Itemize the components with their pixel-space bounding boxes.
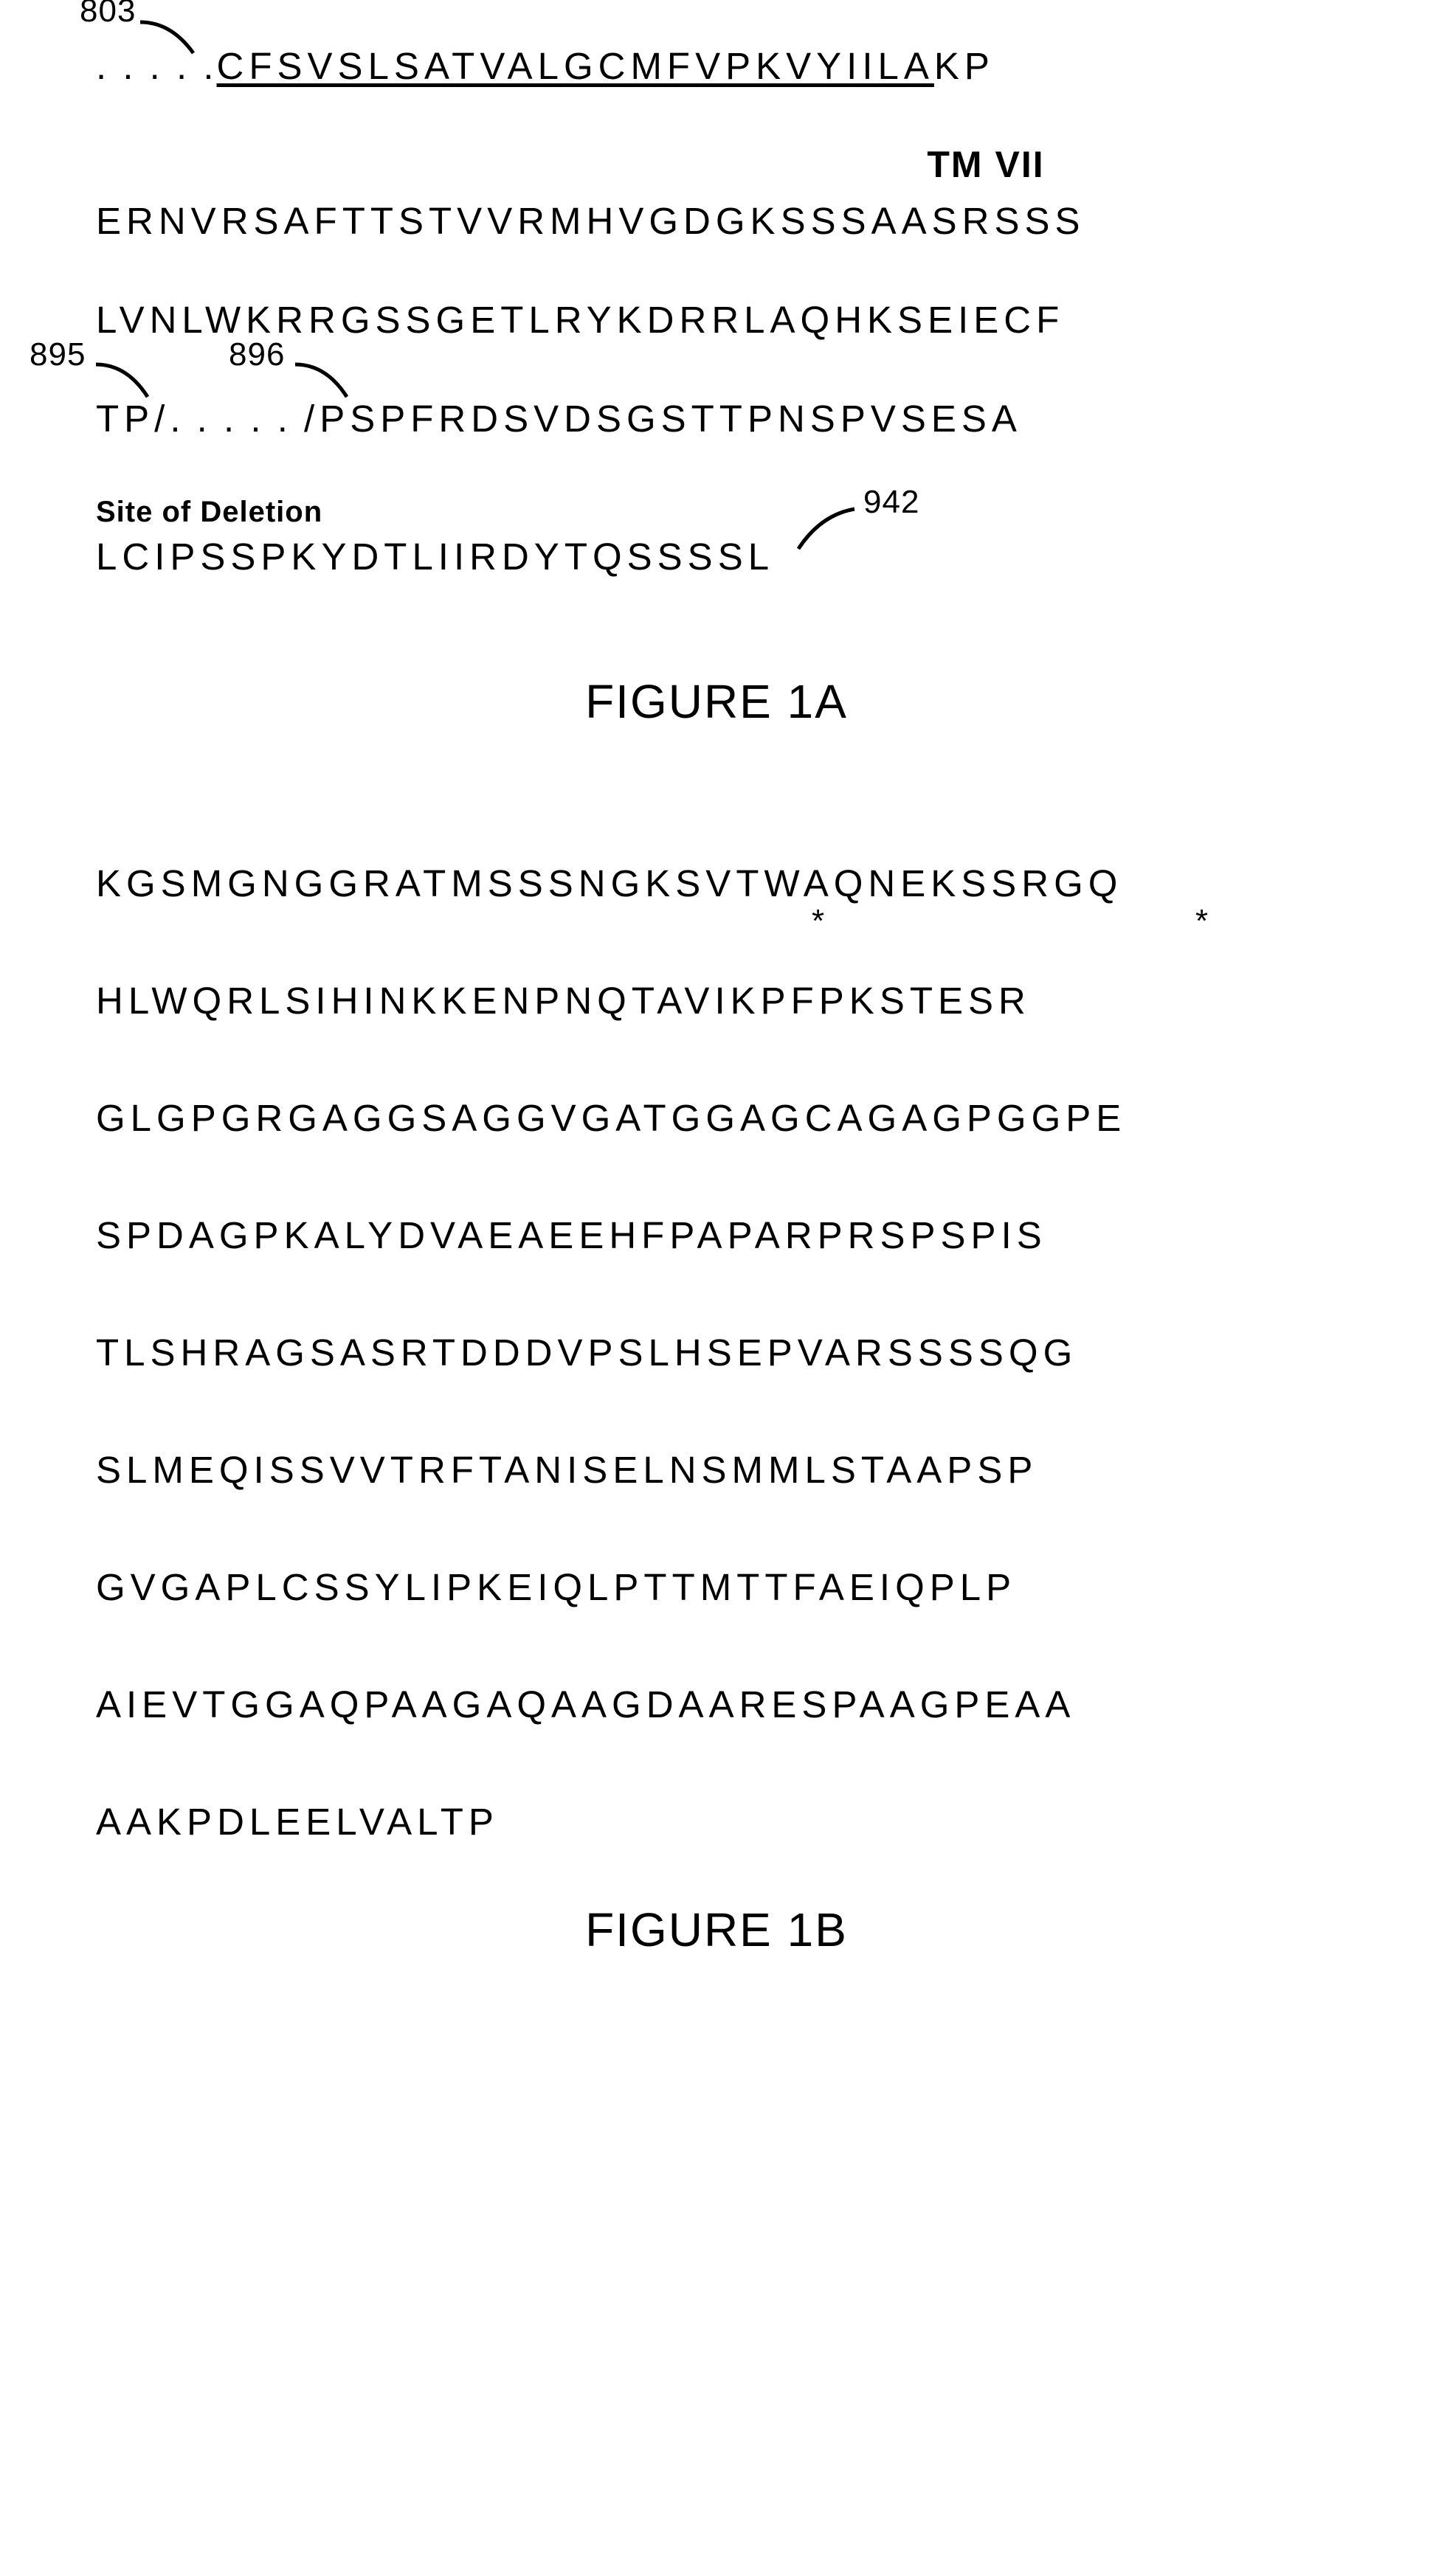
seq-row-4: 895 896 TP/. . . . . /PSPFRDSVDSGSTTPNSP… — [96, 397, 1337, 440]
seq-line-2: ERNVRSAFTTSTVVRMHVGDGKSSSAASRSSS — [96, 199, 1337, 243]
seq-pre-4: TP/ — [96, 398, 170, 440]
seq-b-line-7: GVGAPLCSSYLIPKEIQLPTTMTTFAEIQPLP — [96, 1565, 1337, 1609]
seq-b-line-8: AIEVTGGAQPAAGAQAAGDAARESPAAGPEAA — [96, 1683, 1337, 1726]
label-942: 942 — [863, 484, 919, 521]
seq-dots-4: . . . . . — [170, 398, 304, 440]
label-896: 896 — [229, 336, 285, 373]
seq-row-5: Site of Deletion 942 LCIPSSPKYDTLIIRDYTQ… — [96, 496, 1337, 578]
figure-1b: KGSMGNGGRATMSSSNGKSVTWAQNEKSSRGQ * * HLW… — [96, 862, 1337, 1957]
seq-underlined-1: CFSVSLSATVALGCMFVPKVYIILA — [217, 45, 934, 87]
seq-line-3: LVNLWKRRGSSGETLRYKDRRLAQHKSEIECF — [96, 298, 1337, 342]
seq-b-line-5: TLSHRAGSASRTDDDVPSLHSEPVARSSSSQG — [96, 1331, 1337, 1374]
label-895: 895 — [30, 336, 86, 373]
seq-dots-1: . . . . . — [96, 45, 217, 87]
seq-b-line-3: GLGPGRGAGGSAGGVGATGGAGCAGAGPGGPE — [96, 1096, 1337, 1140]
seq-b-line-4: SPDAGPKALYDVAEAEEHFPAPARPRSPSPIS — [96, 1213, 1337, 1257]
deletion-label: Site of Deletion — [96, 496, 1337, 529]
seq-line-1: . . . . .CFSVSLSATVALGCMFVPKVYIILAKP — [96, 44, 1337, 88]
seq-line-4: TP/. . . . . /PSPFRDSVDSGSTTPNSPVSESA — [96, 397, 1337, 440]
label-803: 803 — [80, 0, 136, 30]
seq-row-1: 803 . . . . .CFSVSLSATVALGCMFVPKVYIILAKP — [96, 44, 1337, 88]
seq-b-line-6: SLMEQISSVVTRFTANISELNSMMLSTAAPSP — [96, 1448, 1337, 1492]
tm-vii-label: TM VII — [635, 143, 1337, 186]
asterisk-1: * — [812, 903, 824, 940]
figure-1b-caption: FIGURE 1B — [96, 1902, 1337, 1957]
seq-rest-1: KP — [934, 45, 995, 87]
seq-b-row-1: KGSMGNGGRATMSSSNGKSVTWAQNEKSSRGQ * * — [96, 862, 1337, 905]
seq-post-4: /PSPFRDSVDSGSTTPNSPVSESA — [304, 398, 1022, 440]
seq-line-5: LCIPSSPKYDTLIIRDYTQSSSSL — [96, 535, 1337, 578]
figure-1a-caption: FIGURE 1A — [96, 674, 1337, 729]
asterisk-2: * — [1195, 903, 1208, 940]
seq-b-line-2: HLWQRLSIHINKKENPNQTAVIKPFPKSTESR — [96, 979, 1337, 1022]
seq-b-line-9: AAKPDLEELVALTP — [96, 1800, 1337, 1843]
figure-1a: 803 . . . . .CFSVSLSATVALGCMFVPKVYIILAKP… — [96, 44, 1337, 729]
seq-b-line-1: KGSMGNGGRATMSSSNGKSVTWAQNEKSSRGQ — [96, 862, 1337, 905]
